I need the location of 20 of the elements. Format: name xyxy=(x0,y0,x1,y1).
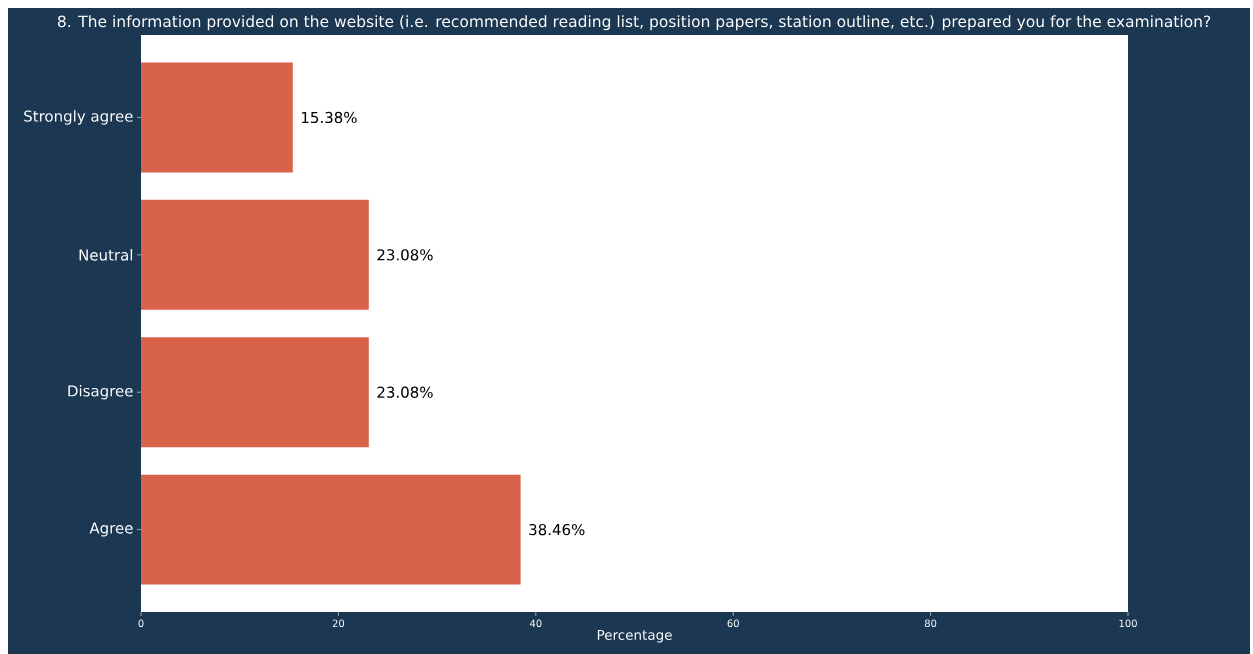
data-label: 38.46% xyxy=(529,523,585,536)
bar xyxy=(141,474,521,585)
chart-title: 8. The information provided on the website (i.e. recommended reading list, position papers, station outline, etc.) prepared you for the examination? xyxy=(57,15,1211,31)
y-tick-label: Agree xyxy=(89,522,133,537)
data-label: 23.08% xyxy=(377,249,433,261)
x-tick-label: 20 xyxy=(332,619,345,628)
x-tick-label: 60 xyxy=(727,619,739,628)
y-tick-label: Disagree xyxy=(68,384,133,400)
x-tick-label: 100 xyxy=(1119,619,1137,628)
y-tick-label: Strongly agree xyxy=(24,110,133,125)
y-tick-label: Neutral xyxy=(79,249,133,261)
bar xyxy=(141,199,369,310)
bar xyxy=(141,62,293,173)
x-tick-label: 80 xyxy=(924,619,937,628)
x-axis-title: Percentage xyxy=(597,629,672,643)
x-tick-label: 0 xyxy=(138,619,144,628)
data-label: 23.08% xyxy=(377,386,433,398)
data-label: 15.38% xyxy=(301,111,357,124)
x-tick-label: 40 xyxy=(529,619,542,628)
bar xyxy=(141,337,369,448)
